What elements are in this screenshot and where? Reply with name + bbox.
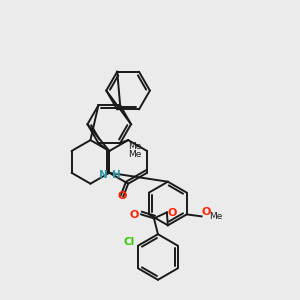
Text: O: O: [130, 210, 139, 220]
Text: H: H: [112, 170, 121, 180]
Text: N: N: [99, 170, 107, 180]
Text: Me: Me: [209, 212, 223, 221]
Text: O: O: [168, 208, 177, 218]
Text: O: O: [118, 190, 127, 200]
Text: O: O: [202, 207, 211, 218]
Text: Me: Me: [128, 142, 141, 151]
Text: Cl: Cl: [124, 237, 135, 247]
Text: Me: Me: [128, 151, 141, 160]
